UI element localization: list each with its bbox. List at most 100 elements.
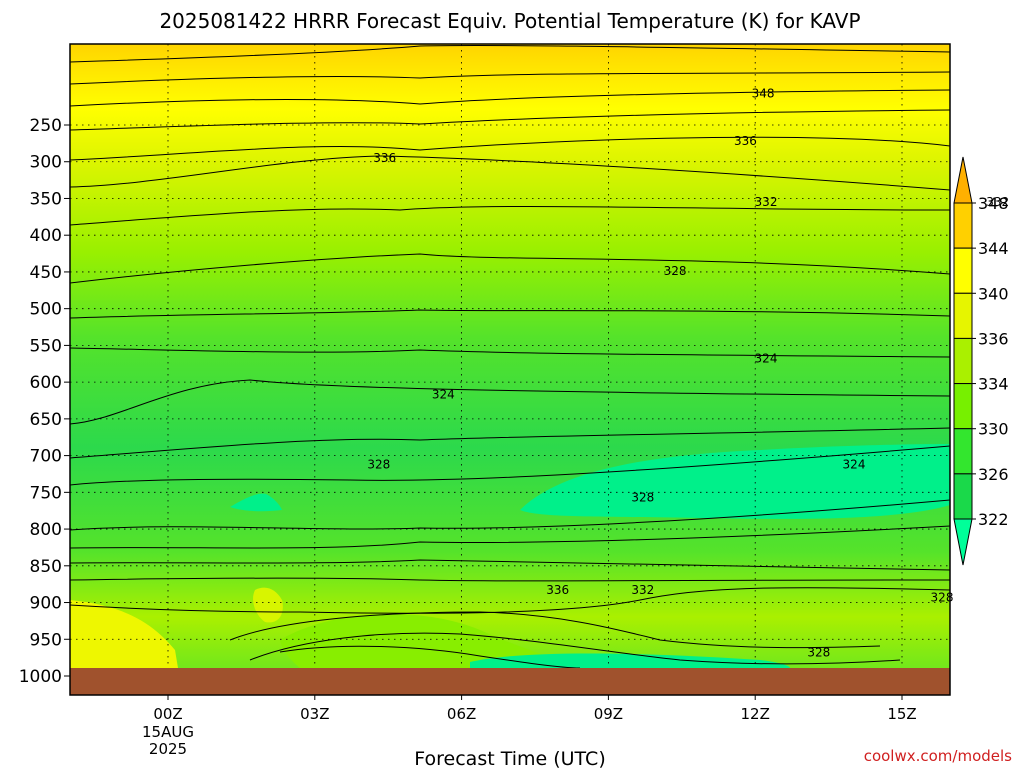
field-background <box>70 44 950 695</box>
contour-label: 324 <box>843 457 866 471</box>
y-tick-label: 600 <box>30 373 62 393</box>
warm-region <box>70 600 178 668</box>
contour-line <box>70 205 950 226</box>
contour-line <box>70 136 950 161</box>
contour-line <box>70 309 950 319</box>
contour-line <box>70 109 950 131</box>
colorbar-segment <box>953 202 973 249</box>
y-tick-label: 850 <box>30 557 62 577</box>
contour-label-text: 328 <box>631 490 654 504</box>
contour-label: 324 <box>432 388 455 402</box>
y-tick-label: 550 <box>30 336 62 356</box>
contour-label-text: 328 <box>664 264 687 278</box>
y-tick-label: 800 <box>30 520 62 540</box>
colorbar-segment <box>953 428 973 475</box>
contour-line <box>70 379 950 425</box>
x-tick-label: 00Z <box>153 705 182 723</box>
credit-text: coolwx.com/models <box>864 747 1012 765</box>
warm-region <box>253 587 283 623</box>
colorbar-label: 348 <box>978 194 1009 213</box>
x-axis-label: Forecast Time (UTC) <box>414 748 605 768</box>
contour-line <box>70 347 950 358</box>
contour-label-text: 324 <box>843 457 866 471</box>
contour-label: 324 <box>755 352 778 366</box>
x-tick-sublabel: 15AUG <box>142 723 194 741</box>
colorbar-segment <box>953 292 973 339</box>
contour-label: 348 <box>752 86 775 100</box>
x-tick-label: 06Z <box>447 705 476 723</box>
warm-region <box>280 613 580 668</box>
contour-line <box>70 44 950 63</box>
colorbar-label: 340 <box>978 284 1009 303</box>
contour-line <box>70 525 950 549</box>
contour-label: 336 <box>734 134 757 148</box>
y-tick-label: 500 <box>30 300 62 320</box>
y-tick-label: 900 <box>30 594 62 614</box>
colorbar-segment <box>953 247 973 294</box>
contour-line <box>70 89 950 107</box>
colorbar-segment <box>953 383 973 430</box>
contour-line <box>279 645 581 669</box>
colorbar-extend-min <box>953 518 973 566</box>
colorbar-segment <box>953 337 973 385</box>
contour-label-text: 328 <box>807 645 830 659</box>
contour-label-text: 324 <box>432 388 455 402</box>
colorbar-label: 336 <box>978 329 1009 348</box>
colorbar-label: 326 <box>978 465 1009 484</box>
contour-label: 328 <box>807 645 830 659</box>
contour-label: 328 <box>664 264 687 278</box>
contour-line <box>70 71 950 85</box>
contour-line <box>249 632 901 665</box>
cool-region <box>230 493 282 512</box>
contour-label: 332 <box>986 195 1009 209</box>
contour-label-text: 336 <box>546 583 569 597</box>
y-tick-label: 750 <box>30 483 62 503</box>
ground <box>70 668 950 695</box>
chart-title: 2025081422 HRRR Forecast Equiv. Potentia… <box>159 9 860 33</box>
contour-line <box>70 559 950 571</box>
contour-line <box>70 445 950 486</box>
contour-label-text: 332 <box>986 195 1009 209</box>
contour-label-text: 332 <box>631 583 654 597</box>
y-tick-label: 1000 <box>19 667 62 687</box>
contour-label: 336 <box>373 151 396 165</box>
contour-label: 332 <box>631 583 654 597</box>
contour-line <box>70 499 950 531</box>
contour-label-text: 336 <box>734 134 757 148</box>
plot-area <box>70 44 950 695</box>
y-tick-label: 400 <box>30 226 62 246</box>
colorbar-extend-max <box>953 156 973 204</box>
y-tick-label: 300 <box>30 153 62 173</box>
colorbar-label: 330 <box>978 420 1009 439</box>
contour-label-text: 324 <box>755 352 778 366</box>
cool-region <box>520 444 950 519</box>
contour-label: 328 <box>631 490 654 504</box>
colorbar-label: 322 <box>978 510 1009 529</box>
y-tick-label: 250 <box>30 116 62 136</box>
colorbar-segment <box>953 473 973 520</box>
y-tick-label: 950 <box>30 630 62 650</box>
x-tick-label: 09Z <box>594 705 623 723</box>
contour-label-text: 328 <box>367 457 390 471</box>
contour-line <box>70 577 950 582</box>
colorbar-label: 344 <box>978 239 1009 258</box>
y-tick-label: 350 <box>30 189 62 209</box>
cool-region <box>470 653 790 668</box>
x-tick-label: 03Z <box>300 705 329 723</box>
contour-label: 328 <box>367 457 390 471</box>
contour-label: 328 <box>931 590 954 604</box>
y-tick-label: 650 <box>30 410 62 430</box>
contour-label: 332 <box>755 195 778 209</box>
contour-label: 336 <box>546 583 569 597</box>
contour-label-text: 348 <box>752 86 775 100</box>
plot-frame <box>69 43 951 696</box>
contour-line <box>70 427 950 459</box>
y-tick-label: 450 <box>30 263 62 283</box>
x-tick-label: 15Z <box>887 705 916 723</box>
contour-label-text: 332 <box>755 195 778 209</box>
contour-line <box>70 253 950 284</box>
contour-line <box>70 155 950 191</box>
y-tick-label: 700 <box>30 447 62 467</box>
contour-label-text: 328 <box>931 590 954 604</box>
